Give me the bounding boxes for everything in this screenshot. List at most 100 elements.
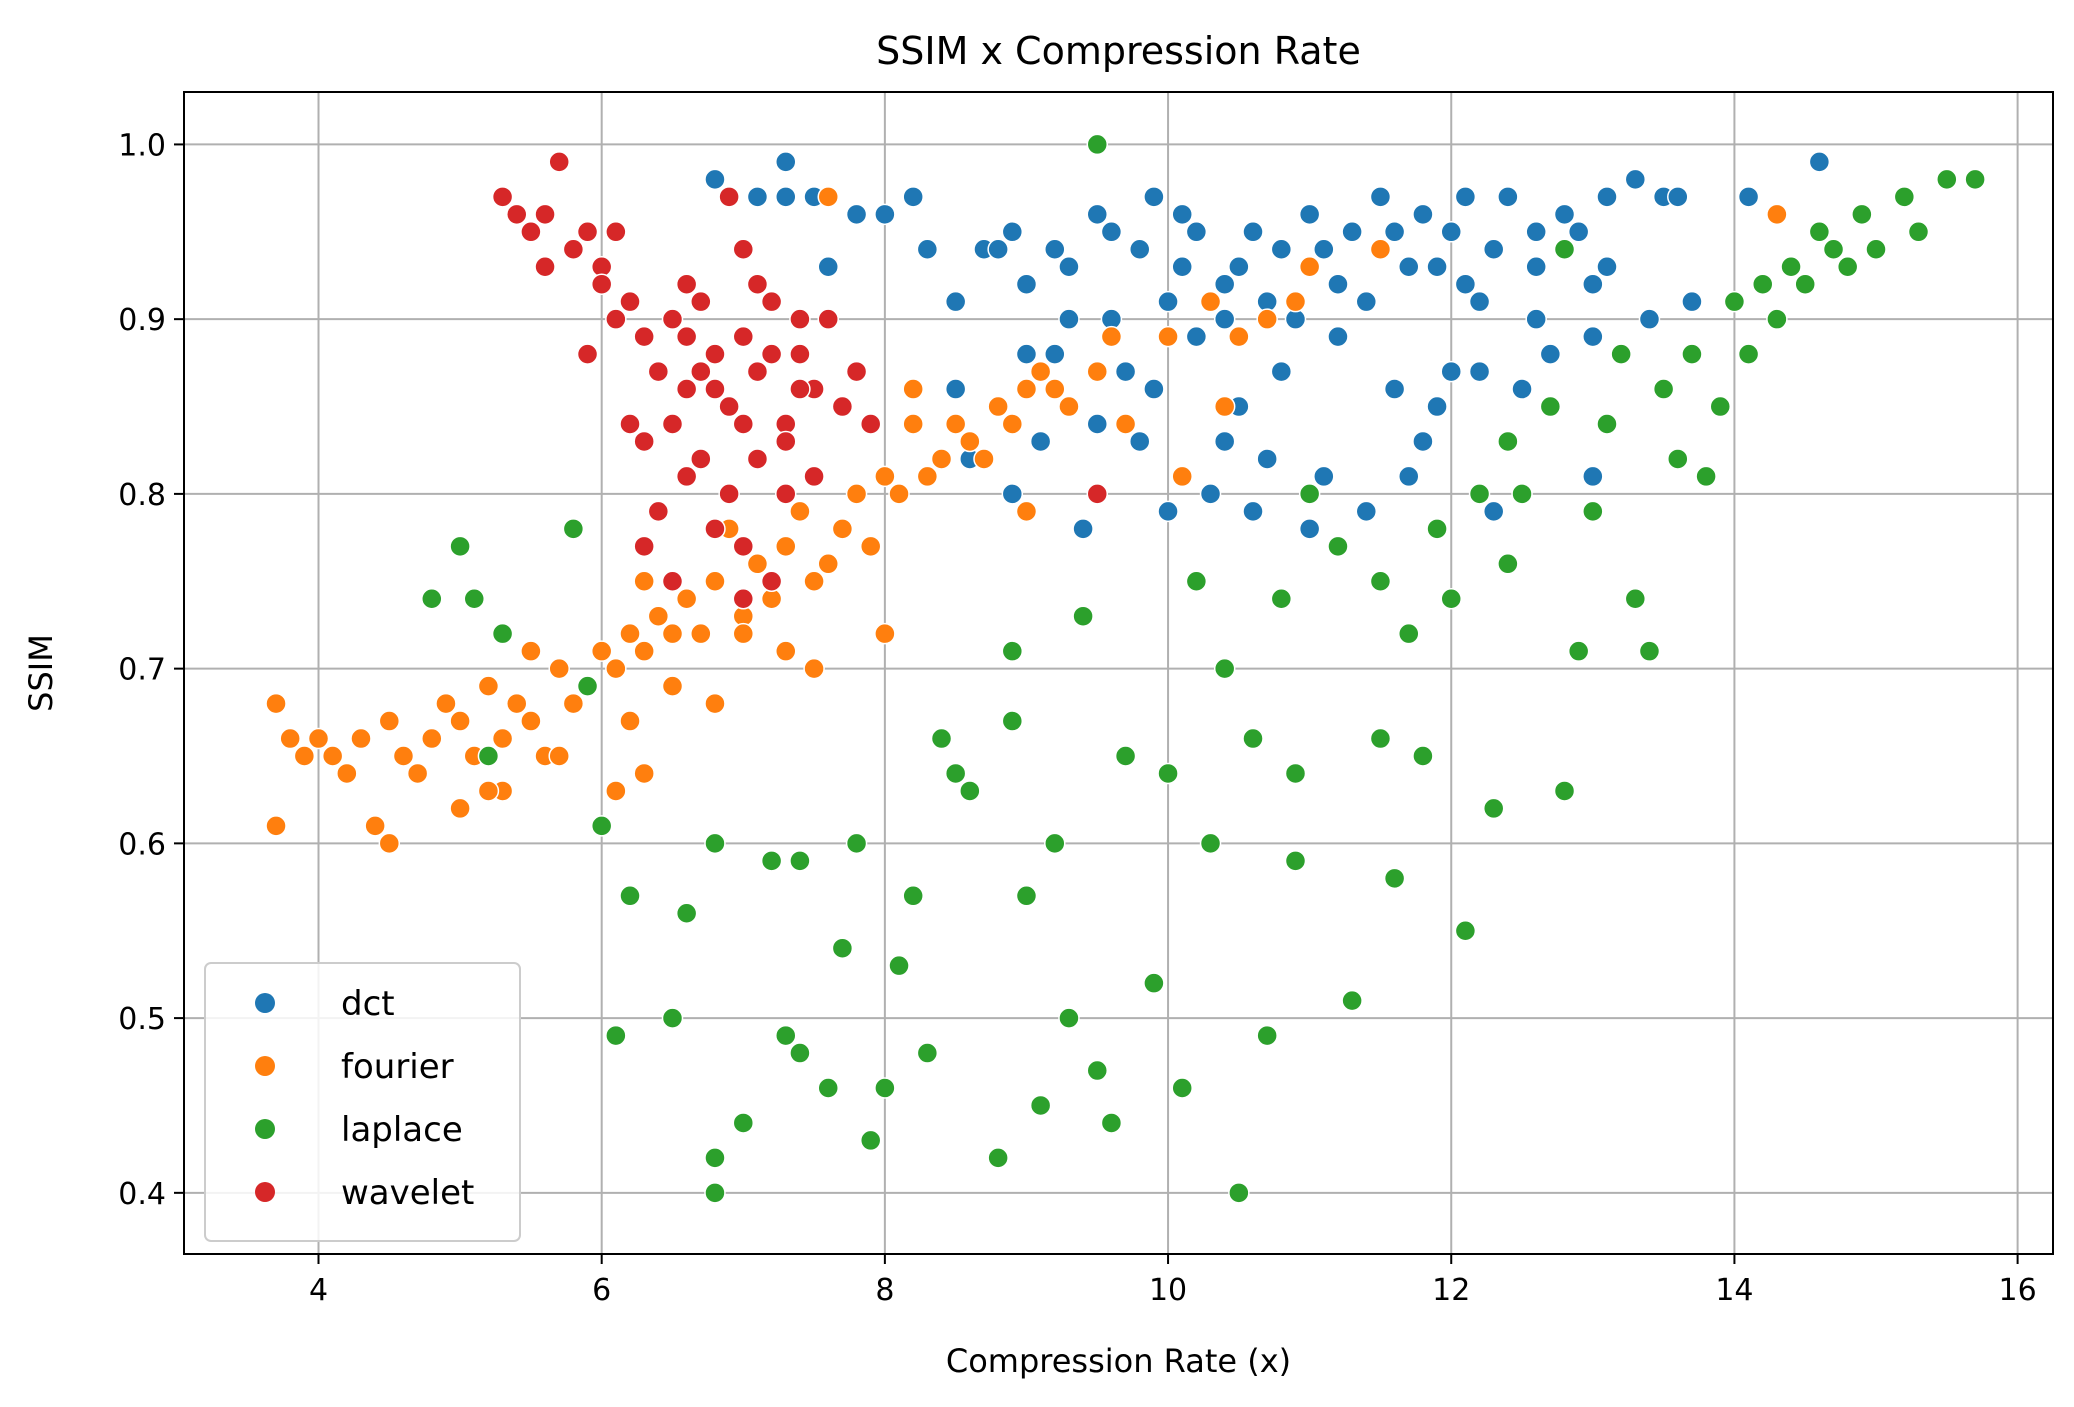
fourier-point	[548, 657, 570, 680]
dct-point	[1582, 465, 1604, 488]
chart-title: SSIM x Compression Rate	[876, 29, 1361, 73]
wavelet-point	[803, 465, 825, 488]
dct-point	[1398, 255, 1420, 278]
wavelet-point	[633, 535, 655, 558]
legend-label: dct	[341, 984, 395, 1024]
wavelet-point	[534, 203, 556, 226]
dct-point	[1525, 308, 1547, 330]
fourier-point	[902, 413, 924, 435]
laplace-point	[1015, 885, 1038, 907]
wavelet-point	[562, 238, 585, 261]
fourier-point	[1114, 413, 1137, 435]
fourier-point	[888, 483, 910, 505]
dct-point	[1298, 518, 1321, 540]
laplace-point	[1171, 1077, 1193, 1099]
fourier-point	[803, 570, 825, 593]
legend-item-dct: dct	[255, 984, 395, 1024]
laplace-point	[491, 622, 514, 645]
fourier-point	[633, 762, 655, 785]
x-tick-label: 4	[309, 1273, 328, 1308]
dct-point	[1001, 483, 1024, 505]
fourier-point	[520, 710, 542, 732]
series-dct	[704, 151, 1831, 540]
fourier-point	[831, 518, 854, 540]
dct-point	[944, 378, 967, 400]
dct-point	[1596, 186, 1618, 208]
laplace-point	[916, 1042, 939, 1064]
fourier-point	[1001, 413, 1024, 435]
laplace-point	[1766, 308, 1788, 330]
dct-point	[902, 186, 924, 208]
wavelet-point	[760, 570, 783, 593]
wavelet-point	[534, 255, 556, 278]
wavelet-point	[859, 413, 882, 435]
laplace-point	[1695, 465, 1717, 488]
fourier-point	[775, 640, 797, 662]
wavelet-point	[817, 308, 839, 330]
dct-point	[1412, 203, 1434, 226]
wavelet-point	[718, 483, 740, 505]
dct-point	[1270, 238, 1293, 261]
fourier-point	[973, 448, 995, 470]
dct-point	[1313, 465, 1335, 488]
laplace-point	[831, 937, 854, 959]
wavelet-point	[760, 290, 783, 313]
fourier-point	[265, 815, 287, 837]
laplace-point	[1610, 343, 1632, 365]
laplace-point	[1497, 430, 1519, 453]
laplace-point	[959, 780, 981, 802]
fourier-point	[619, 622, 641, 645]
dct-point	[1468, 360, 1491, 383]
laplace-point	[845, 832, 868, 855]
laplace-point	[619, 885, 641, 907]
laplace-point	[1058, 1007, 1080, 1029]
wavelet-point	[661, 308, 684, 330]
x-axis-ticks: 4 6 8 10 12 14 16	[309, 1254, 2037, 1308]
fourier-point	[590, 640, 613, 662]
dct-point	[1482, 500, 1505, 523]
x-tick-label: 8	[875, 1273, 894, 1308]
laplace-point	[760, 850, 783, 872]
fourier-point	[1044, 378, 1066, 400]
legend-marker	[255, 1056, 275, 1076]
dct-point	[1525, 255, 1547, 278]
fourier-point	[817, 553, 839, 575]
dct-point	[1468, 290, 1491, 313]
wavelet-point	[520, 221, 542, 243]
legend-label: wavelet	[341, 1173, 474, 1213]
dct-point	[1567, 221, 1590, 243]
fourier-point	[803, 657, 825, 680]
dct-point	[845, 203, 868, 226]
y-tick-label: 0.6	[118, 827, 166, 862]
laplace-point	[789, 850, 811, 872]
fourier-point	[619, 710, 641, 732]
laplace-point	[1270, 587, 1293, 610]
wavelet-point	[661, 570, 684, 593]
wavelet-point	[590, 273, 613, 295]
wavelet-point	[704, 518, 726, 540]
laplace-point	[1426, 518, 1448, 540]
dct-point	[1440, 221, 1462, 243]
fourier-point	[562, 692, 585, 715]
fourier-point	[817, 186, 839, 208]
fourier-point	[1086, 360, 1109, 383]
fourier-point	[293, 745, 316, 767]
wavelet-point	[675, 465, 698, 488]
y-axis-label: SSIM	[22, 634, 60, 712]
laplace-point	[930, 727, 953, 750]
dct-point	[1582, 273, 1604, 295]
laplace-point	[704, 1147, 726, 1169]
laplace-point	[1553, 780, 1576, 802]
dct-point	[1327, 325, 1349, 348]
dct-point	[1213, 308, 1236, 330]
fourier-point	[1369, 238, 1392, 261]
laplace-point	[605, 1024, 627, 1047]
fourier-point	[449, 797, 471, 820]
laplace-point	[1652, 378, 1675, 400]
laplace-point	[590, 815, 613, 837]
dct-point	[1015, 343, 1038, 365]
fourier-point	[859, 535, 882, 558]
dct-point	[1398, 465, 1420, 488]
laplace-point	[1298, 483, 1321, 505]
laplace-point	[1638, 640, 1661, 662]
